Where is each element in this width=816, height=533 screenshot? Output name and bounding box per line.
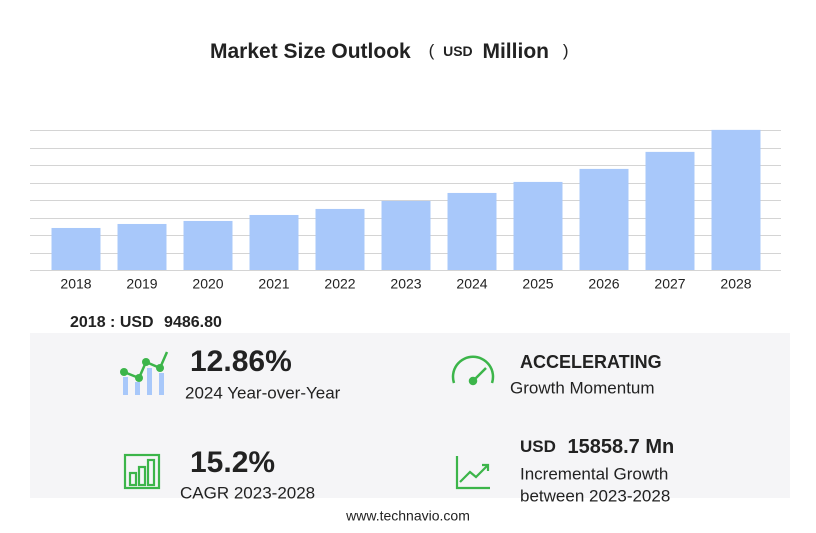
title-unit: Million (482, 40, 549, 63)
bar (249, 214, 299, 270)
incr-label: between 2023-2028 (520, 486, 670, 505)
bar (183, 220, 233, 270)
chart-title: Market Size Outlook ( USD Million ) (210, 40, 569, 63)
base-year: 2018 : USD 9486.80 (70, 314, 222, 331)
chart: 2018 2019 2020 2021 2022 2023 2024 2025 2026 2027… (30, 129, 781, 292)
momentum-value: ACCELERATING (520, 352, 662, 372)
bar (381, 200, 431, 270)
x-tick-label: 2021 (258, 276, 289, 292)
x-tick-label: 2018 (60, 276, 91, 292)
incremental-icon (455, 456, 490, 490)
x-tick-label: 2027 (654, 276, 685, 292)
cagr-icon (123, 453, 161, 490)
x-tick-label: 2025 (522, 276, 553, 292)
x-tick-label: 2023 (390, 276, 421, 292)
base-label: 2018 : USD (70, 314, 154, 331)
incr-currency: USD (520, 437, 556, 456)
yoy-icon (120, 351, 169, 395)
momentum-label: Growth Momentum (510, 378, 655, 397)
bar (51, 227, 101, 270)
title-paren: ( (429, 41, 435, 60)
bar (579, 168, 629, 270)
title-paren: ) (563, 41, 569, 60)
incr-value: USD 15858.7 Mn (520, 436, 674, 458)
x-tick-label: 2026 (588, 276, 619, 292)
yoy-value: 12.86% (190, 345, 292, 378)
gauge-icon (451, 355, 495, 386)
bar (645, 151, 695, 270)
x-tick-label: 2022 (324, 276, 355, 292)
bar (315, 208, 365, 270)
yoy-label: 2024 Year-over-Year (185, 383, 341, 402)
cagr-label: CAGR 2023-2028 (180, 483, 315, 502)
base-value: 9486.80 (164, 314, 222, 331)
bar (447, 192, 497, 270)
title-text: Market Size Outlook (210, 40, 411, 63)
incr-label: Incremental Growth (520, 464, 668, 483)
footer: www.technavio.com (345, 508, 470, 524)
x-tick-label: 2028 (720, 276, 751, 292)
cagr-value: 15.2% (190, 446, 275, 479)
stats-panel (30, 333, 790, 498)
bar (513, 181, 563, 270)
bar (117, 223, 167, 270)
bar (711, 129, 761, 270)
x-tick-label: 2019 (126, 276, 157, 292)
incr-amount: 15858.7 Mn (567, 436, 674, 458)
x-tick-label: 2020 (192, 276, 223, 292)
x-tick-label: 2024 (456, 276, 487, 292)
title-currency: USD (443, 43, 473, 59)
